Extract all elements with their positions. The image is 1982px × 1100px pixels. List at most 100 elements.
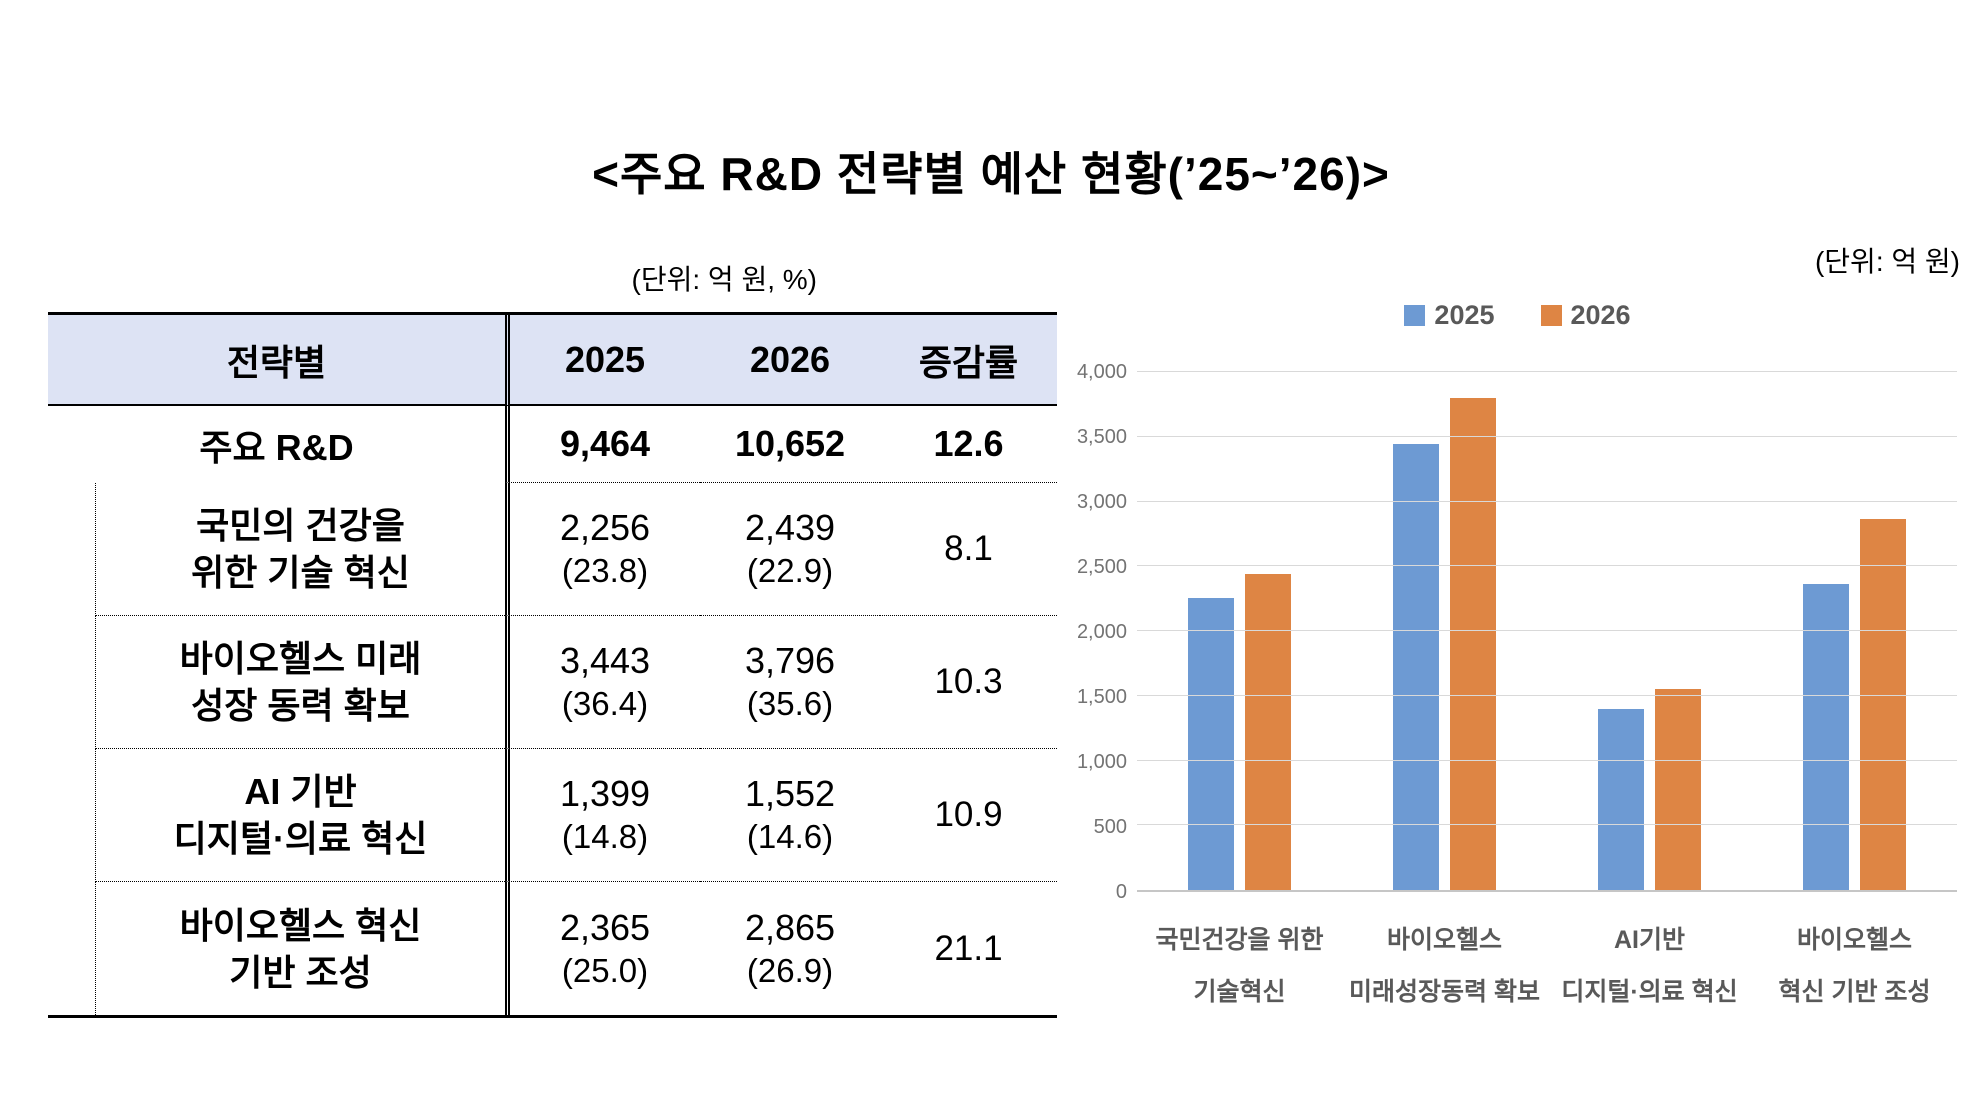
bar-group-1 [1393, 372, 1496, 890]
share-2026: (22.9) [746, 552, 834, 589]
table-unit-note: (단위: 억 원, %) [631, 264, 817, 295]
row-label-line2: 위한 기술 혁신 [191, 552, 410, 593]
table-row-1-2025: 3,443 (36.4) [505, 616, 700, 749]
value-2026: 2,865 [744, 906, 836, 948]
y-tick-label: 3,500 [1076, 426, 1127, 448]
share-2025: (25.0) [561, 951, 649, 989]
row-label-line1: AI 기반 [244, 771, 357, 812]
row-label-line2: 성장 동력 확보 [191, 685, 410, 726]
gridline [1137, 824, 1957, 826]
table-row-total-2025: 9,464 [505, 406, 700, 483]
table-header-2025: 2025 [505, 315, 700, 406]
budget-table: 전략별 2025 2026 증감률 주요 R&D 9,464 10,652 12… [48, 312, 1057, 1018]
x-axis-label-1: 바이오헬스 미래성장동력 확보 [1349, 926, 1540, 1006]
x-axis-labels: 국민건강을 위한 기술혁신 바이오헬스 미래성장동력 확보 AI기반 디지털·의료 혁신 바… [1137, 914, 1957, 1018]
gridline [1137, 435, 1957, 437]
bar-2026-0 [1245, 574, 1291, 890]
y-tick-label: 2,500 [1076, 556, 1127, 578]
legend-label-2026: 2026 [1570, 299, 1631, 330]
value-2026: 2,439 [744, 507, 836, 548]
gridline [1137, 565, 1957, 567]
table-row-total-2026: 10,652 [700, 406, 880, 483]
share-2026: (26.9) [746, 951, 834, 989]
table-row-total-label: 주요 R&D [48, 406, 505, 483]
legend-swatch-2026 [1540, 304, 1562, 326]
table-row-1-2026: 3,796 (35.6) [700, 616, 880, 749]
row-label-line2: 디지털·의료 혁신 [173, 818, 428, 859]
y-tick-label: 1,000 [1076, 751, 1127, 773]
table-row-0-2025: 2,256 (23.8) [505, 483, 700, 616]
gridline [1137, 630, 1957, 631]
gridline [1137, 371, 1957, 372]
plot-area [1137, 371, 1957, 892]
table-row [48, 749, 95, 882]
bar-group-0 [1188, 372, 1291, 890]
chart-legend: 2025 2026 [1075, 298, 1960, 332]
share-2025: (23.8) [561, 552, 649, 589]
y-tick-label: 2,000 [1076, 621, 1127, 643]
table-header-rate: 증감률 [880, 315, 1057, 406]
table-row-0-label: 국민의 건강을 위한 기술 혁신 [95, 483, 505, 616]
table-row-2-label: AI 기반 디지털·의료 혁신 [95, 749, 505, 882]
legend-item-2025: 2025 [1404, 299, 1495, 331]
bar-2026-1 [1450, 398, 1496, 890]
legend-swatch-2025 [1404, 304, 1426, 326]
bar-2025-2 [1598, 708, 1644, 890]
total-label-text: 주요 R&D [199, 426, 354, 468]
table-header-2026: 2026 [700, 315, 880, 406]
bar-2025-3 [1803, 583, 1849, 890]
bar-group-2 [1598, 372, 1701, 890]
share-2026: (35.6) [746, 685, 834, 722]
gridline [1137, 694, 1957, 696]
row-label-line1: 국민의 건강을 [196, 505, 405, 546]
table-row-0-2026: 2,439 (22.9) [700, 483, 880, 616]
table-row-0-rate: 8.1 [880, 483, 1057, 616]
y-tick-label: 500 [1093, 816, 1127, 838]
bar-chart: (단위: 억 원) 2025 2026 0 500 1,000 1,500 2,000 2… [1075, 240, 1960, 1018]
legend-item-2026: 2026 [1540, 299, 1631, 331]
x-axis-label-2: AI기반 디지털·의료 혁신 [1561, 926, 1738, 1006]
y-axis: 0 500 1,000 1,500 2,000 2,500 3,000 3,500 4,000 [1075, 361, 1137, 903]
table-row-2-2025: 1,399 (14.8) [505, 749, 700, 882]
y-tick-label: 4,000 [1076, 361, 1127, 383]
value-2025: 3,443 [559, 640, 651, 681]
y-tick-label: 0 [1115, 881, 1127, 903]
bar-2026-2 [1655, 689, 1701, 890]
bar-2026-3 [1860, 518, 1906, 890]
chart-unit-note: (단위: 억 원) [1814, 246, 1960, 277]
share-2025: (14.8) [561, 818, 649, 855]
table-row-3-label: 바이오헬스 혁신 기반 조성 [95, 882, 505, 1015]
value-2025: 2,256 [559, 507, 651, 548]
bar-2025-1 [1393, 444, 1439, 890]
value-2025: 1,399 [559, 773, 651, 814]
value-2026: 3,796 [744, 640, 836, 681]
table-row-1-label: 바이오헬스 미래 성장 동력 확보 [95, 616, 505, 749]
value-2026: 1,552 [744, 773, 836, 814]
bar-groups [1137, 372, 1957, 890]
share-2026: (14.6) [746, 818, 834, 855]
gridline [1137, 500, 1957, 502]
table-row-1-rate: 10.3 [880, 616, 1057, 749]
table-row [48, 483, 95, 616]
table-row-2-2026: 1,552 (14.6) [700, 749, 880, 882]
table-row-2-rate: 10.9 [880, 749, 1057, 882]
y-tick-label: 1,500 [1076, 686, 1127, 708]
table-row-3-2026: 2,865 (26.9) [700, 882, 880, 1015]
table-row [48, 882, 95, 1015]
table-row [48, 616, 95, 749]
value-2025: 2,365 [559, 906, 651, 948]
share-2025: (36.4) [561, 685, 649, 722]
x-axis-label-0: 국민건강을 위한 기술혁신 [1155, 926, 1324, 1006]
table-row-total-rate: 12.6 [880, 406, 1057, 483]
x-axis-label-3: 바이오헬스 혁신 기반 조성 [1778, 926, 1931, 1006]
plot-wrap: 0 500 1,000 1,500 2,000 2,500 3,000 3,500 4,000 [1075, 361, 1960, 903]
page-title: <주요 R&D 전략별 예산 현황(’25~’26)> [592, 148, 1390, 200]
gridline [1137, 759, 1957, 761]
table-row-3-rate: 21.1 [934, 928, 1003, 968]
table-row-3-2025: 2,365 (25.0) [505, 882, 700, 1015]
legend-label-2025: 2025 [1434, 299, 1495, 330]
bar-group-3 [1803, 372, 1906, 890]
table-header-strategy: 전략별 [48, 315, 505, 406]
row-label-line1: 바이오헬스 혁신 [179, 904, 422, 946]
row-label-line2: 기반 조성 [229, 951, 372, 993]
